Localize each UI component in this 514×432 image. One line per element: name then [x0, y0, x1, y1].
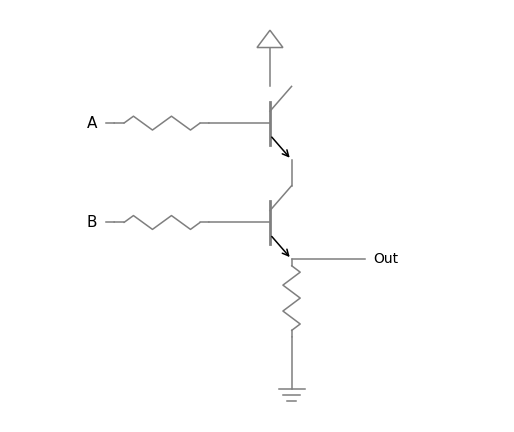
Text: B: B [87, 215, 97, 230]
Text: Out: Out [374, 252, 399, 266]
Text: A: A [87, 116, 97, 130]
